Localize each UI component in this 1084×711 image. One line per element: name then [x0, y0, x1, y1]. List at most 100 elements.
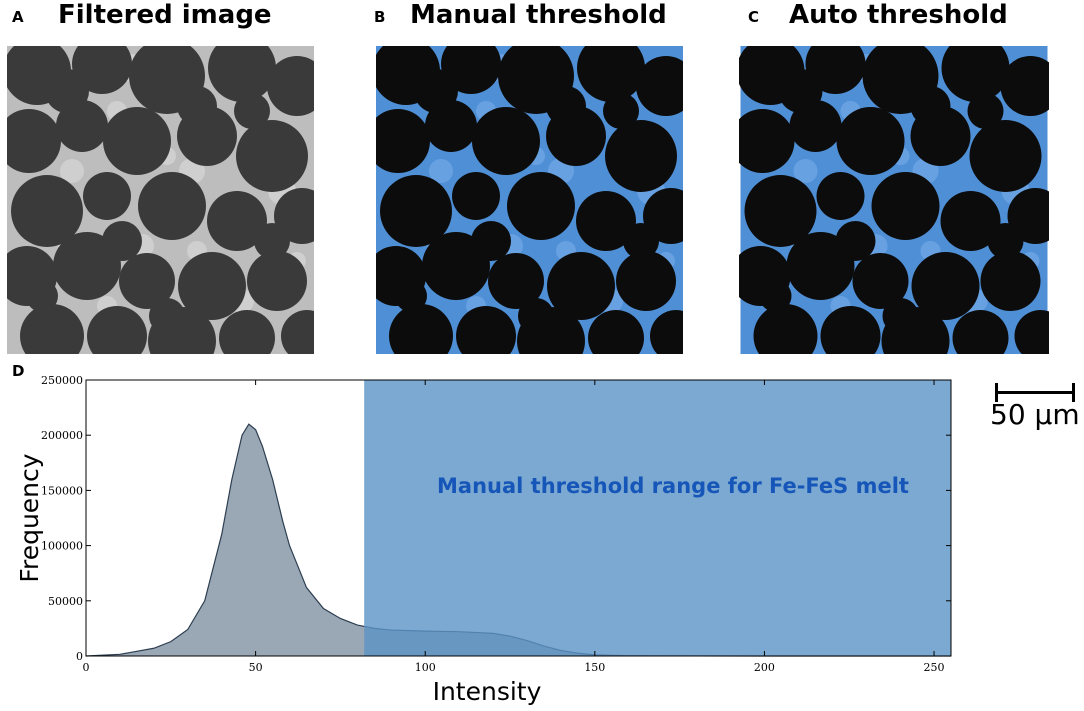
auto-grain	[871, 172, 940, 240]
filtered-grain	[87, 306, 147, 354]
manual-grain	[518, 298, 554, 334]
filtered-grain	[56, 100, 108, 152]
y-tick-label: 250000	[41, 374, 83, 387]
manual-grain	[395, 280, 427, 312]
filtered-grain	[254, 223, 290, 259]
filtered-grain	[11, 175, 83, 247]
auto-grain	[753, 304, 818, 354]
manual-grain	[389, 304, 453, 354]
auto-grain	[910, 86, 951, 126]
filtered-grain	[83, 172, 131, 220]
panel-d-letter: D	[12, 362, 25, 380]
manual-grain	[452, 172, 500, 220]
auto-grain	[835, 221, 876, 261]
auto-grain	[816, 172, 865, 220]
filtered-grain	[119, 253, 175, 309]
scale-bar-tick-right	[1072, 383, 1075, 402]
scale-bar-line	[995, 391, 1075, 394]
x-axis-label: Intensity	[433, 677, 542, 706]
manual-melt-blob	[429, 159, 453, 183]
histogram-chart: Manual threshold range for Fe-FeS melt 0 5…	[15, 374, 952, 706]
filtered-grain	[178, 252, 246, 320]
filtered-grain	[234, 93, 270, 129]
filtered-grain	[102, 221, 142, 261]
filtered-grain	[45, 69, 89, 113]
filtered-image	[7, 46, 314, 354]
filtered-grain	[281, 310, 314, 354]
y-tick-label: 200000	[41, 429, 83, 442]
auto-grain	[952, 310, 1009, 354]
panel-c-title: Auto threshold	[789, 0, 1008, 30]
auto-grain	[980, 251, 1041, 311]
scale-bar	[995, 383, 1075, 405]
auto-threshold-image	[739, 46, 1049, 354]
filtered-grain	[247, 251, 307, 311]
manual-grain	[376, 109, 430, 173]
threshold-label: Manual threshold range for Fe-FeS melt	[437, 474, 909, 498]
filtered-grain	[207, 191, 267, 251]
auto-grain	[1014, 310, 1049, 354]
filtered-grain	[267, 56, 314, 116]
manual-grain	[616, 251, 676, 311]
auto-grain	[911, 252, 980, 320]
manual-grain	[605, 120, 677, 192]
x-tick-label: 200	[754, 661, 775, 674]
manual-grain	[577, 46, 645, 102]
filtered-grain	[26, 280, 58, 312]
y-axis-label: Frequency	[15, 453, 44, 582]
panel-c-letter: C	[748, 8, 760, 26]
x-tick-label: 0	[83, 661, 90, 674]
manual-grain	[650, 310, 683, 354]
manual-grain	[636, 56, 683, 116]
panel-a-title: Filtered image	[58, 0, 272, 30]
manual-grain	[588, 310, 644, 354]
auto-grain	[1000, 56, 1049, 116]
manual-grain	[414, 69, 458, 113]
panel-a-letter: A	[12, 8, 24, 26]
manual-threshold-image	[376, 46, 683, 354]
auto-grain	[882, 298, 919, 334]
filtered-melt-blob	[60, 159, 84, 183]
filtered-grain	[177, 86, 217, 126]
auto-grain	[987, 223, 1024, 259]
auto-melt-blob	[793, 159, 818, 183]
filtered-grain	[219, 310, 275, 354]
y-tick-label: 0	[76, 650, 83, 663]
auto-grain	[759, 280, 792, 312]
scale-bar-tick-left	[995, 383, 998, 402]
auto-grain	[789, 100, 842, 152]
x-tick-label: 50	[249, 661, 263, 674]
filtered-grain	[20, 304, 84, 354]
auto-grain	[739, 109, 795, 173]
filtered-grain	[7, 109, 61, 173]
manual-grain	[576, 191, 636, 251]
auto-grain	[967, 93, 1004, 129]
manual-grain	[488, 253, 544, 309]
manual-grain	[547, 252, 615, 320]
histogram-area	[86, 424, 951, 656]
filtered-grain	[103, 107, 171, 175]
panel-b-title: Manual threshold	[410, 0, 667, 30]
x-tick-label: 250	[924, 661, 945, 674]
auto-grain	[940, 191, 1001, 251]
threshold-band	[364, 380, 951, 656]
manual-grain	[471, 221, 511, 261]
auto-grain	[969, 120, 1042, 192]
auto-grain	[778, 69, 823, 113]
manual-grain	[623, 223, 659, 259]
panel-b-letter: B	[374, 8, 386, 26]
manual-grain	[425, 100, 477, 152]
manual-grain	[603, 93, 639, 129]
manual-grain	[472, 107, 540, 175]
filtered-grain	[149, 298, 185, 334]
plot-frame	[85, 379, 952, 657]
manual-grain	[507, 172, 575, 240]
x-tick-label: 100	[415, 661, 436, 674]
x-tick-label: 150	[584, 661, 605, 674]
filtered-grain	[236, 120, 308, 192]
filtered-grain	[208, 46, 276, 102]
y-tick-label: 150000	[41, 484, 83, 497]
scale-bar-label: 50 μm	[990, 398, 1080, 431]
auto-grain	[820, 306, 881, 354]
manual-grain	[546, 86, 586, 126]
